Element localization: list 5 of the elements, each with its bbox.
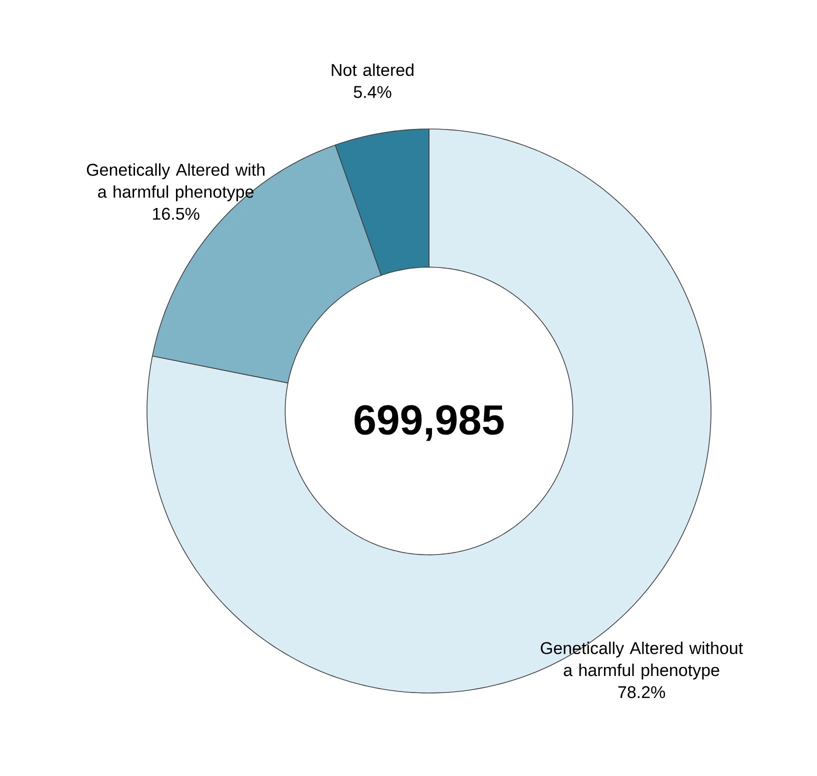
data-label: 5.4% (354, 86, 392, 98)
data-label: 16.5% (153, 208, 200, 220)
data-label: 78.2% (618, 686, 666, 698)
slice-label: Not altered (332, 64, 414, 76)
text: 699,985 (354, 405, 504, 441)
